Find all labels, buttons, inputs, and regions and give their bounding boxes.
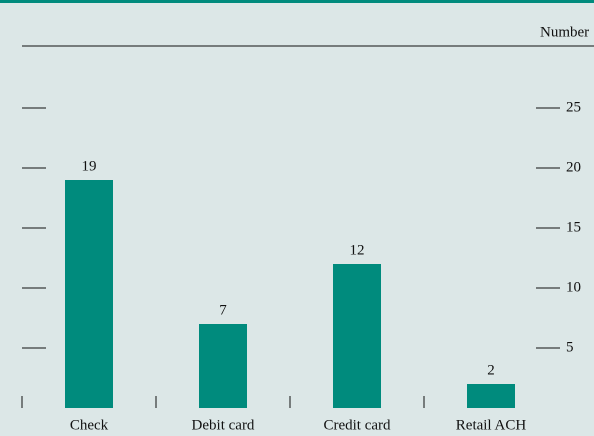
y-tick-label: 5	[566, 339, 574, 355]
x-tick-label: Check	[70, 417, 109, 433]
value-label: 2	[487, 362, 495, 378]
y-tick-label: 25	[566, 99, 581, 115]
x-tick-label: Retail ACH	[456, 417, 527, 433]
bar	[467, 384, 515, 408]
top-rule	[0, 0, 594, 3]
x-tick-label: Debit card	[192, 417, 255, 433]
y-axis-label: Number	[540, 24, 589, 40]
y-tick-label: 15	[566, 219, 581, 235]
value-label: 12	[350, 242, 365, 258]
y-tick-label: 20	[566, 159, 581, 175]
bar	[65, 180, 113, 408]
x-tick-label: Credit card	[323, 417, 391, 433]
value-label: 7	[219, 302, 227, 318]
bar	[333, 264, 381, 408]
bar	[199, 324, 247, 408]
y-tick-label: 10	[566, 279, 581, 295]
value-label: 19	[82, 158, 97, 174]
